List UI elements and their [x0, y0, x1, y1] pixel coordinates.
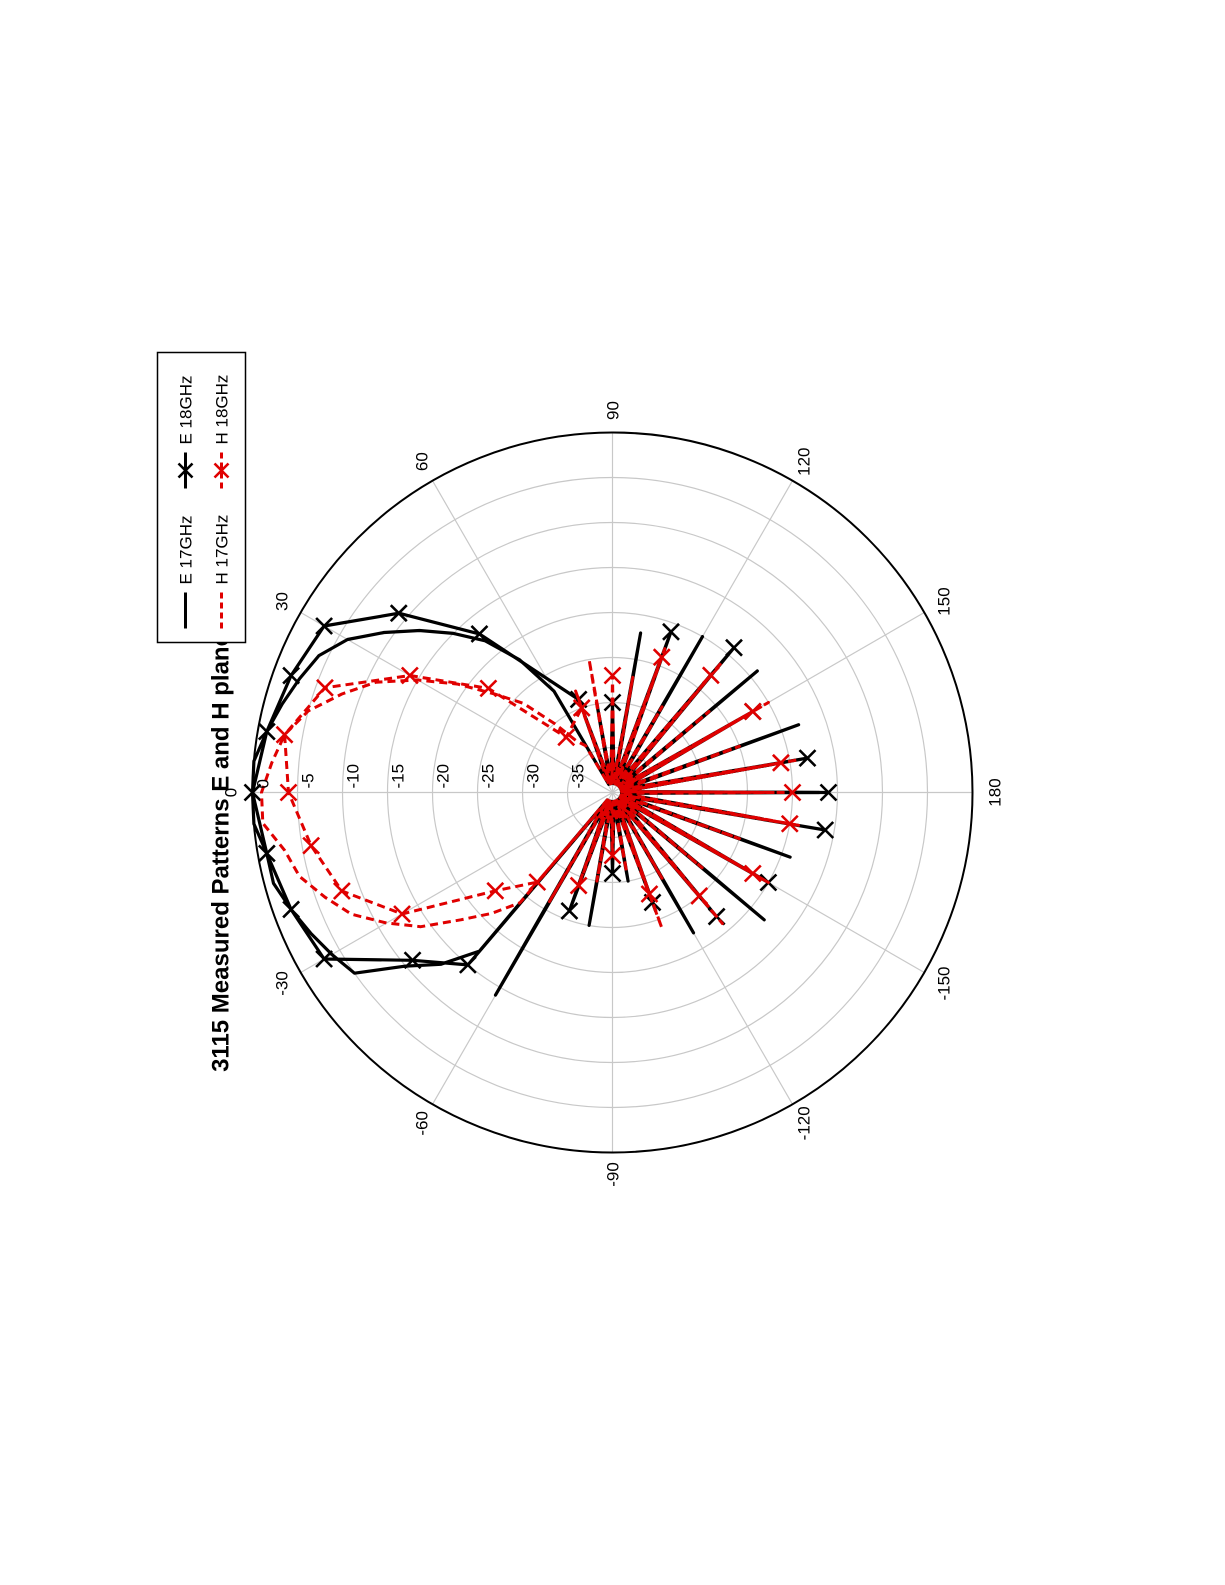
data-point-marker — [780, 814, 799, 833]
angle-tick-label: 60 — [413, 452, 432, 471]
data-point-marker — [315, 950, 334, 968]
data-point-marker — [528, 873, 547, 892]
data-point-marker — [479, 679, 498, 698]
data-point-marker — [652, 648, 671, 667]
data-point-marker — [640, 885, 659, 903]
angle-tick-label: 120 — [795, 447, 814, 475]
polar-grid — [251, 431, 974, 1154]
data-point-marker — [603, 666, 622, 685]
data-point-marker — [725, 638, 743, 657]
legend-label: H 18GHz — [213, 375, 232, 445]
data-point-marker — [243, 783, 262, 802]
data-point-marker — [279, 783, 298, 802]
radial-tick-label: -5 — [299, 773, 318, 788]
data-point-marker — [458, 955, 477, 974]
legend-marker — [213, 462, 230, 479]
angle-tick-label: -150 — [934, 966, 953, 1000]
radial-tick-label: 0 — [254, 779, 273, 788]
angle-tick-label: -60 — [413, 1111, 432, 1136]
data-point-marker — [257, 722, 276, 741]
radial-tick-label: -25 — [479, 764, 498, 789]
data-point-marker — [743, 702, 762, 721]
data-point-marker — [257, 844, 276, 863]
legend: E 17GHz E 18GHz H 17GHz H 18GHz — [156, 351, 247, 644]
grid-spoke — [300, 611, 613, 794]
angle-tick-label: 0 — [222, 788, 241, 797]
data-point-marker — [560, 901, 579, 920]
series-line — [260, 647, 801, 930]
data-point-marker — [603, 864, 622, 883]
radial-tick-label: -20 — [434, 764, 453, 789]
angle-tick-label: -30 — [273, 971, 292, 996]
data-point-marker — [486, 881, 505, 900]
rotated-figure: 0 30 60 90 120 150 180 -150 -120 -90 -60 -30 0 -5 -10 -… — [156, 351, 1005, 1187]
legend-label: H 17GHz — [213, 515, 232, 585]
data-point-marker — [572, 699, 591, 717]
radial-tick-label: -30 — [524, 764, 543, 789]
radial-tick-label: -10 — [344, 764, 363, 789]
data-point-marker — [783, 783, 802, 802]
legend-label: E 18GHz — [177, 376, 196, 445]
series-line — [283, 655, 793, 916]
radial-tick-label: -35 — [569, 764, 588, 789]
legend-box — [156, 351, 247, 644]
angle-tick-label: 180 — [986, 778, 1005, 806]
data-point-marker — [332, 882, 351, 900]
data-point-marker — [302, 836, 321, 855]
chart-title: 3115 Measured Patterns E and H plane — [208, 633, 235, 1072]
data-point-marker — [275, 725, 294, 744]
series-layer — [243, 604, 838, 997]
data-point-marker — [603, 846, 622, 865]
angle-tick-label: 30 — [273, 592, 292, 611]
data-point-marker — [701, 666, 720, 685]
data-point-marker — [282, 900, 301, 919]
data-point-marker — [743, 864, 762, 883]
data-point-marker — [400, 666, 419, 685]
data-point-marker — [315, 617, 334, 635]
data-point-marker — [282, 666, 301, 685]
radial-tick-label: -15 — [389, 764, 408, 789]
series-h-17ghz — [260, 647, 801, 930]
angle-tick-label: -90 — [604, 1162, 623, 1187]
data-point-marker — [690, 886, 709, 905]
legend-marker — [177, 462, 194, 479]
data-point-marker — [819, 783, 838, 802]
data-point-marker — [798, 749, 817, 768]
grid-spoke — [300, 791, 613, 974]
angle-tick-label: 90 — [604, 401, 623, 420]
tick-labels: 0 30 60 90 120 150 180 -150 -120 -90 -60 -30 0 -5 -10 -… — [222, 401, 1005, 1187]
data-point-marker — [389, 604, 408, 623]
data-point-marker — [662, 622, 680, 641]
series-h-18ghz — [275, 648, 802, 923]
data-point-marker — [816, 821, 835, 839]
data-point-marker — [470, 625, 489, 643]
angle-tick-label: 150 — [934, 587, 953, 615]
data-point-marker — [557, 728, 576, 747]
data-point-marker — [393, 905, 411, 923]
data-point-marker — [569, 876, 588, 895]
angle-tick-label: -120 — [795, 1106, 814, 1140]
data-point-marker — [403, 951, 422, 970]
legend-label: E 17GHz — [177, 516, 196, 585]
data-point-marker — [771, 753, 790, 772]
data-point-marker — [316, 678, 334, 697]
